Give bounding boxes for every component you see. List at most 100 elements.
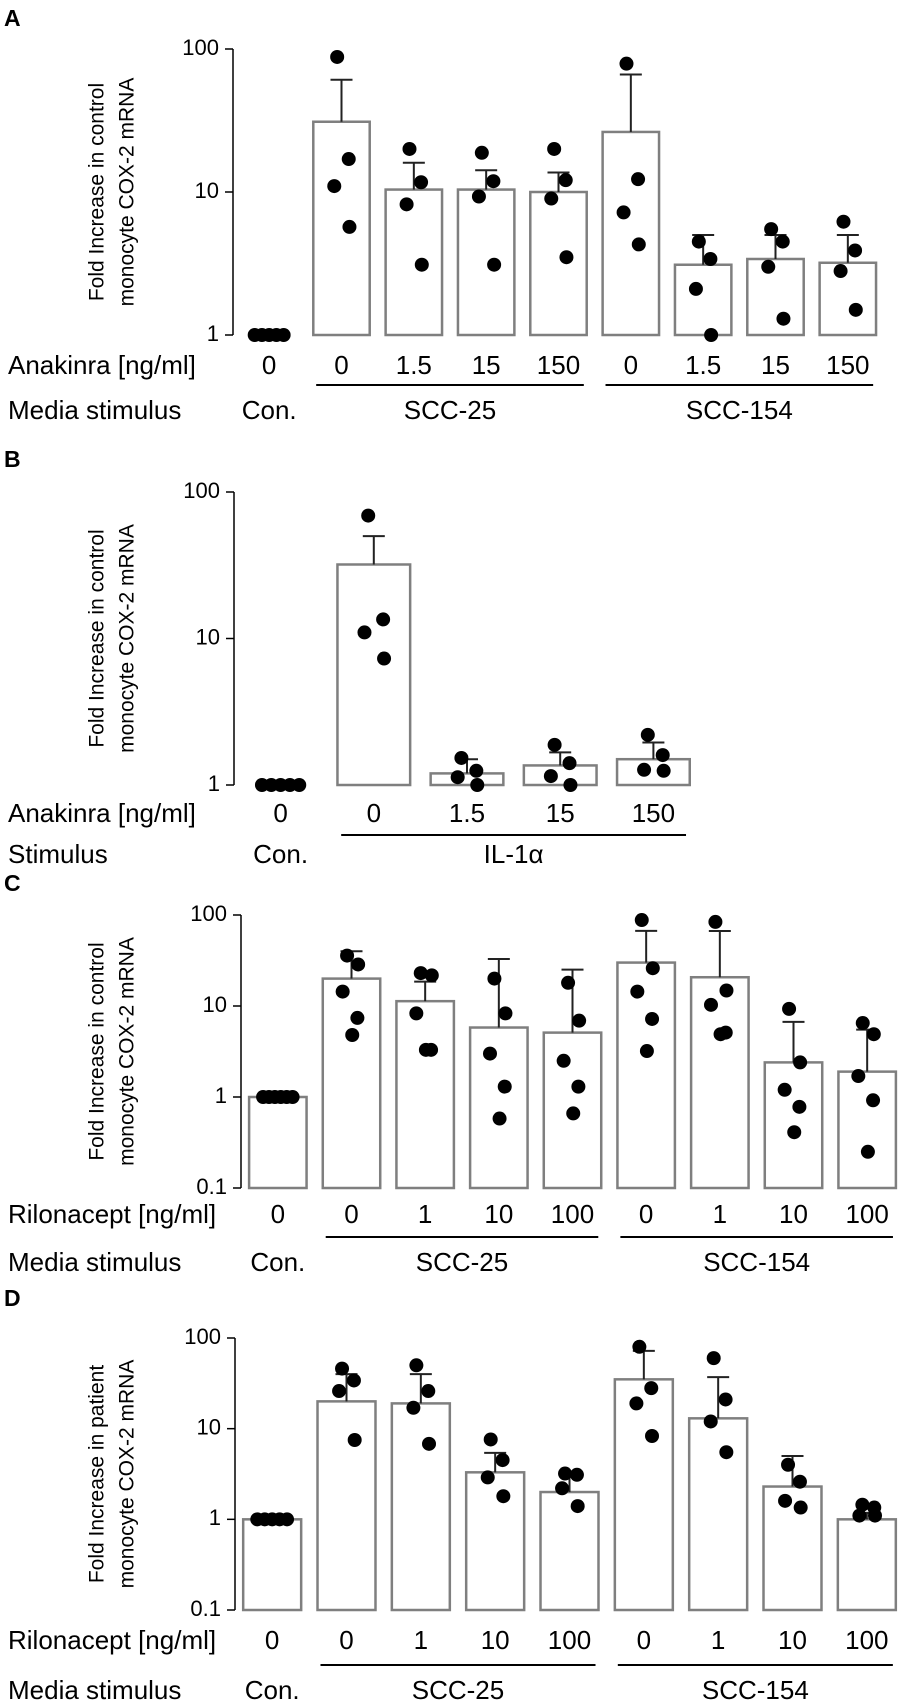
data-point <box>572 1013 587 1028</box>
y-tick-label: 0.1 <box>196 1174 227 1199</box>
panel-letter: C <box>4 870 21 896</box>
x-tick-label: 150 <box>632 798 675 828</box>
group-label: Con. <box>253 839 308 869</box>
data-point <box>713 1027 728 1042</box>
bar <box>241 1518 303 1612</box>
data-point <box>704 328 719 342</box>
data-point <box>280 1512 295 1527</box>
data-point <box>855 1497 870 1512</box>
y-tick-label: 100 <box>190 901 227 926</box>
y-axis-label: monocyte COX-2 mRNA <box>116 1360 139 1589</box>
data-point <box>482 1046 497 1061</box>
data-point <box>556 1053 571 1068</box>
x-tick-label: 0 <box>339 1625 353 1655</box>
x-tick-label: 1.5 <box>396 350 432 380</box>
bar <box>429 772 505 787</box>
data-point <box>341 152 356 167</box>
bar <box>468 1026 529 1190</box>
data-point <box>495 1453 510 1468</box>
data-point <box>787 1125 802 1140</box>
data-point <box>703 997 718 1012</box>
data-point <box>450 770 465 785</box>
data-point <box>547 737 562 752</box>
data-point <box>645 1011 660 1026</box>
panel-letter: A <box>4 5 21 31</box>
x-tick-label: 0 <box>271 1199 285 1229</box>
data-point <box>706 1351 721 1366</box>
data-point <box>377 651 392 666</box>
data-point <box>332 1384 347 1399</box>
data-point <box>558 1466 573 1481</box>
data-point <box>761 259 776 274</box>
row-label: Rilonacept [ng/ml] <box>8 1625 216 1655</box>
bar <box>746 257 805 337</box>
data-point <box>414 257 429 272</box>
row-label: Media stimulus <box>8 1247 181 1277</box>
data-point <box>778 1493 793 1508</box>
row-label: Media stimulus <box>8 1675 181 1705</box>
data-point <box>561 975 576 990</box>
group-label: SCC-25 <box>412 1675 504 1705</box>
bar <box>539 1490 600 1612</box>
data-point <box>345 1028 360 1043</box>
bar <box>615 757 691 787</box>
data-point <box>335 1361 350 1376</box>
data-point <box>793 1055 808 1070</box>
data-point <box>764 222 779 237</box>
data-point <box>848 243 863 258</box>
data-point <box>703 1414 718 1429</box>
y-tick-label: 10 <box>195 178 219 203</box>
data-point <box>347 1432 362 1447</box>
y-axis-label: Fold Increase in control <box>86 529 109 747</box>
data-point <box>497 1079 512 1094</box>
data-point <box>346 1373 361 1388</box>
data-point <box>559 250 574 265</box>
y-axis-label: monocyte COX-2 mRNA <box>116 937 139 1166</box>
group-label: SCC-154 <box>702 1675 809 1705</box>
x-tick-label: 1 <box>414 1625 428 1655</box>
data-point <box>470 778 485 792</box>
x-tick-label: 0 <box>367 798 381 828</box>
data-point <box>483 1432 498 1447</box>
data-point <box>688 281 703 296</box>
data-point <box>855 1016 870 1031</box>
data-point <box>563 778 578 792</box>
y-tick-label: 0.1 <box>190 1596 221 1621</box>
data-point <box>421 1384 436 1399</box>
data-point <box>860 1144 875 1159</box>
data-point <box>342 219 357 234</box>
data-point <box>340 948 355 963</box>
y-tick-label: 100 <box>183 478 220 503</box>
row-label: Anakinra [ng/ml] <box>8 798 196 828</box>
y-tick-label: 10 <box>203 992 227 1017</box>
x-tick-label: 0 <box>344 1199 358 1229</box>
data-point <box>361 508 376 523</box>
data-point <box>777 1082 792 1097</box>
data-point <box>486 174 501 189</box>
data-point <box>656 763 671 778</box>
data-point <box>413 966 428 981</box>
data-point <box>781 1457 796 1472</box>
data-point <box>402 141 417 156</box>
x-tick-label: 10 <box>484 1199 513 1229</box>
data-point <box>414 175 429 190</box>
data-point <box>357 625 372 640</box>
x-tick-label: 0 <box>637 1625 651 1655</box>
data-point <box>474 145 489 160</box>
data-point <box>631 172 646 187</box>
x-tick-label: 100 <box>845 1625 888 1655</box>
data-point <box>655 748 670 763</box>
x-tick-label: 0 <box>624 350 638 380</box>
data-point <box>792 1474 807 1489</box>
data-point <box>836 214 851 229</box>
data-point <box>719 983 734 998</box>
data-point <box>616 205 631 220</box>
row-label: Media stimulus <box>8 395 181 425</box>
data-point <box>496 1489 511 1504</box>
data-point <box>719 1445 734 1460</box>
data-point <box>776 311 791 326</box>
x-tick-label: 150 <box>826 350 869 380</box>
data-point <box>634 913 649 928</box>
data-point <box>833 264 848 279</box>
